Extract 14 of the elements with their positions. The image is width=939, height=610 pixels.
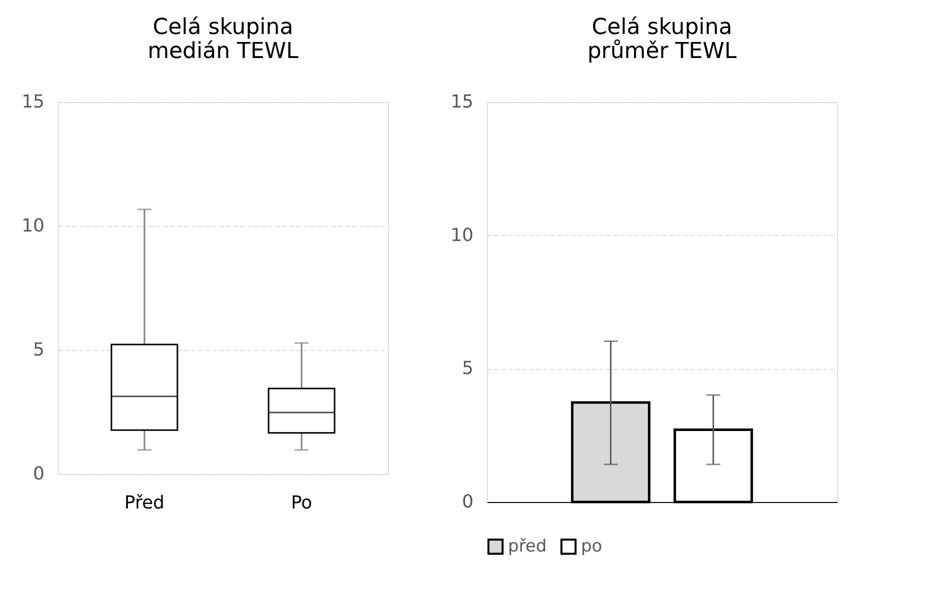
x-tick-label: Před	[124, 492, 164, 514]
y-tick-label: 15	[450, 92, 474, 112]
chart-title: Celá skupina průměr TEWL	[587, 15, 738, 64]
y-tick-label: 0	[33, 464, 44, 484]
y-tick-label: 10	[22, 216, 44, 236]
y-tick-label: 10	[450, 224, 474, 246]
legend-label: po	[581, 536, 602, 557]
x-tick-label: Po	[290, 492, 312, 514]
y-tick-label: 5	[462, 358, 474, 380]
y-tick-label: 5	[33, 340, 44, 360]
y-tick-label: 0	[462, 492, 474, 512]
legend-label: před	[508, 536, 547, 557]
y-tick-label: 15	[22, 92, 44, 112]
chart-title: Celá skupina medián TEWL	[148, 15, 300, 64]
